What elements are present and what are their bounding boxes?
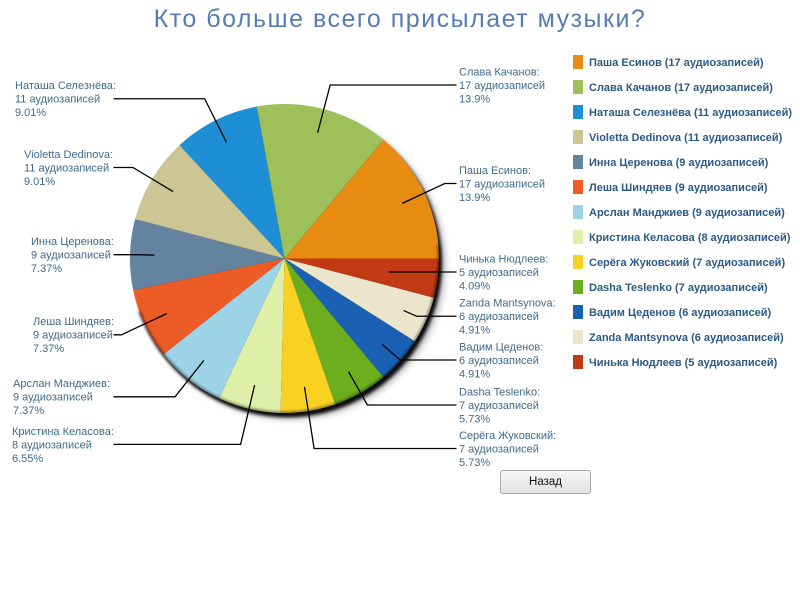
svg-text:7 аудиозаписей: 7 аудиозаписей [459, 400, 539, 412]
svg-text:Серёга Жуковский (7 аудиозапис: Серёга Жуковский (7 аудиозаписей) [589, 257, 785, 269]
svg-text:Dasha Teslenko:: Dasha Teslenko: [459, 386, 540, 398]
svg-text:Dasha Teslenko (7 аудиозаписей: Dasha Teslenko (7 аудиозаписей) [589, 282, 768, 294]
svg-text:17 аудиозаписей: 17 аудиозаписей [459, 80, 545, 92]
svg-text:6.55%: 6.55% [12, 453, 43, 465]
svg-text:Леша Шиндяев (9 аудиозаписей): Леша Шиндяев (9 аудиозаписей) [589, 182, 768, 194]
svg-text:Кристина Келасова (8 аудиозапи: Кристина Келасова (8 аудиозаписей) [589, 232, 791, 244]
svg-text:Вадим Цеденов:: Вадим Цеденов: [459, 341, 543, 353]
svg-text:Инна Церенова (9 аудиозаписей): Инна Церенова (9 аудиозаписей) [589, 157, 769, 169]
svg-text:5.73%: 5.73% [459, 457, 490, 469]
svg-text:7.37%: 7.37% [31, 263, 62, 275]
svg-text:7 аудиозаписей: 7 аудиозаписей [459, 443, 539, 455]
svg-text:Паша Есинов:: Паша Есинов: [459, 165, 531, 177]
svg-text:Zanda Mantsynova (6 аудиозапис: Zanda Mantsynova (6 аудиозаписей) [589, 332, 784, 344]
svg-text:Чинька Нюдлеев:: Чинька Нюдлеев: [459, 253, 548, 265]
svg-text:7.37%: 7.37% [13, 405, 44, 417]
svg-text:Violetta Dedinova:: Violetta Dedinova: [24, 149, 113, 161]
svg-text:6 аудиозаписей: 6 аудиозаписей [459, 355, 539, 367]
svg-text:8 аудиозаписей: 8 аудиозаписей [12, 439, 92, 451]
svg-text:5.73%: 5.73% [459, 413, 490, 425]
svg-text:9 аудиозаписей: 9 аудиозаписей [33, 330, 113, 342]
svg-text:Вадим Цеденов (6 аудиозаписей): Вадим Цеденов (6 аудиозаписей) [589, 307, 772, 319]
svg-text:11 аудиозаписей: 11 аудиозаписей [15, 94, 100, 106]
svg-text:Арслан Манджиев (9 аудиозаписе: Арслан Манджиев (9 аудиозаписей) [589, 207, 785, 219]
svg-text:5 аудиозаписей: 5 аудиозаписей [459, 267, 539, 279]
svg-text:Арслан Манджиев:: Арслан Манджиев: [13, 378, 110, 390]
svg-text:Леша Шиндяев:: Леша Шиндяев: [33, 316, 114, 328]
svg-text:Чинька Нюдлеев (5 аудиозаписей: Чинька Нюдлеев (5 аудиозаписей) [589, 357, 778, 369]
svg-text:Наташа Селезнёва (11 аудиозапи: Наташа Селезнёва (11 аудиозаписей) [589, 107, 792, 119]
svg-text:Слава Качанов (17 аудиозаписей: Слава Качанов (17 аудиозаписей) [589, 82, 773, 94]
svg-text:Инна Церенова:: Инна Церенова: [31, 236, 114, 248]
svg-text:13.9%: 13.9% [459, 93, 490, 105]
svg-text:Violetta Dedinova (11 аудиозап: Violetta Dedinova (11 аудиозаписей) [589, 132, 783, 144]
svg-text:9.01%: 9.01% [15, 107, 46, 119]
svg-text:Слава Качанов:: Слава Качанов: [459, 66, 540, 78]
svg-text:Серёга Жуковский:: Серёга Жуковский: [459, 430, 556, 442]
svg-text:9 аудиозаписей: 9 аудиозаписей [13, 392, 93, 404]
svg-text:6 аудиозаписей: 6 аудиозаписей [459, 311, 539, 323]
svg-text:4.91%: 4.91% [459, 368, 490, 380]
svg-text:9 аудиозаписей: 9 аудиозаписей [31, 250, 111, 262]
svg-text:4.09%: 4.09% [459, 280, 490, 292]
svg-text:Паша Есинов (17 аудиозаписей): Паша Есинов (17 аудиозаписей) [589, 57, 764, 69]
svg-text:17 аудиозаписей: 17 аудиозаписей [459, 178, 545, 190]
svg-text:4.91%: 4.91% [459, 325, 490, 337]
svg-text:Наташа Селезнёва:: Наташа Селезнёва: [15, 80, 116, 92]
svg-text:Zanda Mantsynova:: Zanda Mantsynova: [459, 298, 556, 310]
svg-text:7.37%: 7.37% [33, 343, 64, 355]
svg-text:13.9%: 13.9% [459, 192, 490, 204]
svg-text:9.01%: 9.01% [24, 176, 55, 188]
svg-text:Кристина Келасова:: Кристина Келасова: [12, 426, 114, 438]
svg-text:11 аудиозаписей: 11 аудиозаписей [24, 162, 109, 174]
